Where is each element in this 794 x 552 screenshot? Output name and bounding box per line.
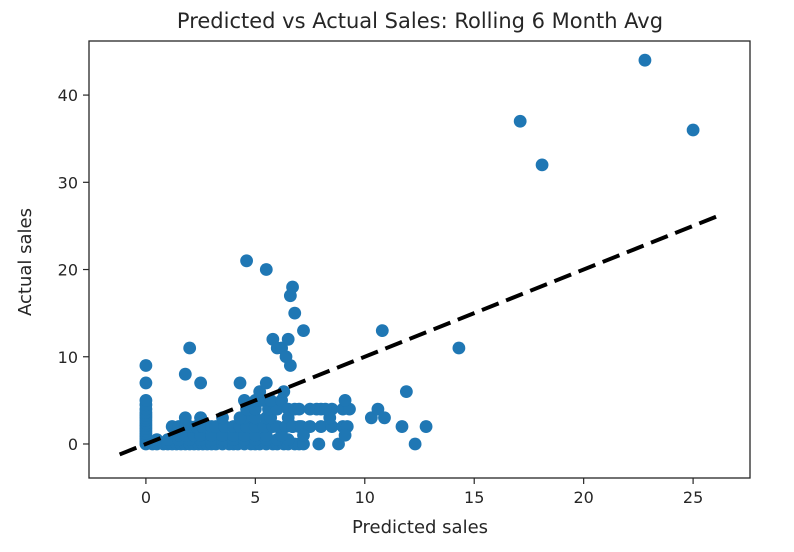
scatter-point — [161, 433, 175, 447]
scatter-point — [139, 393, 153, 407]
x-tick-label: 25 — [683, 488, 703, 507]
scatter-point — [303, 420, 317, 433]
scatter-point — [513, 114, 527, 128]
scatter-point — [318, 402, 332, 416]
scatter-point — [253, 385, 267, 399]
scatter-point — [286, 420, 299, 433]
scatter-point — [288, 306, 302, 320]
x-tick-label: 0 — [141, 488, 151, 507]
y-tick-label: 40 — [58, 86, 78, 105]
points-layer — [139, 53, 700, 451]
y-axis-ticks: 0 10 20 30 40 — [58, 86, 89, 454]
x-axis-label: Predicted sales — [352, 517, 488, 538]
scatter-point — [270, 420, 284, 433]
x-tick-label: 20 — [573, 488, 593, 507]
scatter-point — [240, 254, 253, 268]
chart-title: Predicted vs Actual Sales: Rolling 6 Mon… — [177, 9, 663, 33]
scatter-point — [332, 437, 345, 451]
scatter-point — [399, 385, 413, 399]
scatter-point — [286, 280, 299, 294]
reference-line-layer — [118, 212, 723, 457]
scatter-point — [371, 402, 385, 416]
scatter-point — [259, 263, 273, 276]
scatter-point — [279, 350, 293, 364]
scatter-point — [452, 341, 466, 355]
scatter-point — [183, 341, 197, 355]
x-tick-label: 5 — [250, 488, 260, 507]
scatter-point — [408, 437, 422, 451]
scatter-point — [419, 420, 433, 433]
scatter-point — [139, 359, 153, 372]
scatter-point — [178, 411, 192, 425]
y-tick-label: 20 — [58, 261, 78, 280]
scatter-point — [338, 428, 352, 442]
scatter-point — [233, 411, 247, 425]
y-tick-label: 30 — [58, 173, 78, 192]
scatter-point — [259, 376, 273, 390]
scatter-point — [233, 376, 247, 390]
scatter-point — [535, 158, 549, 172]
scatter-point — [194, 376, 208, 390]
scatter-point — [364, 411, 378, 425]
scatter-point — [686, 123, 700, 137]
x-axis-ticks: 0 5 10 15 20 25 — [141, 478, 703, 507]
y-axis-label: Actual sales — [15, 208, 36, 316]
scatter-point — [281, 332, 295, 346]
scatter-point — [314, 420, 328, 433]
scatter-point — [638, 53, 652, 67]
scatter-point — [292, 402, 306, 416]
y-tick-label: 0 — [68, 435, 78, 454]
scatter-point — [338, 393, 352, 407]
scatter-point — [395, 420, 409, 433]
scatter-point — [375, 324, 389, 337]
x-tick-label: 10 — [355, 488, 375, 507]
x-tick-label: 15 — [464, 488, 484, 507]
scatter-point — [297, 428, 310, 442]
y-tick-label: 10 — [58, 348, 78, 367]
scatter-point — [178, 367, 192, 381]
scatter-point — [139, 376, 153, 390]
scatter-point — [209, 420, 223, 433]
scatter-point — [378, 411, 391, 425]
plot-frame — [88, 40, 751, 479]
reference-line — [118, 212, 723, 457]
scatter-point — [312, 437, 326, 451]
scatter-point — [297, 324, 310, 337]
